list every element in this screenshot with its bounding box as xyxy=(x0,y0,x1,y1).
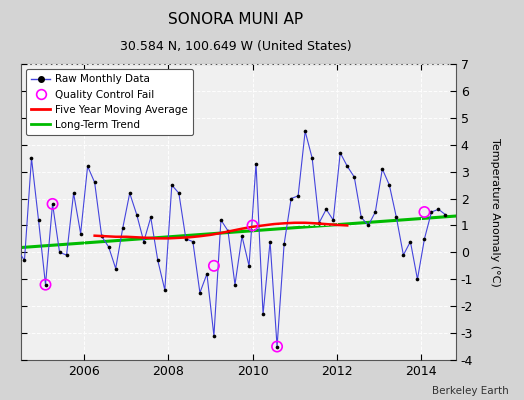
Point xyxy=(161,287,169,293)
Point xyxy=(308,155,316,161)
Point xyxy=(27,155,36,161)
Point xyxy=(280,241,288,248)
Point xyxy=(77,230,85,237)
Point xyxy=(266,238,274,245)
Point xyxy=(399,252,408,258)
Point xyxy=(48,201,57,207)
Point xyxy=(322,206,331,212)
Point xyxy=(168,182,176,188)
Text: Berkeley Earth: Berkeley Earth xyxy=(432,386,508,396)
Point xyxy=(56,249,64,256)
Point xyxy=(104,244,113,250)
Point xyxy=(301,128,309,134)
Point xyxy=(182,236,190,242)
Point xyxy=(210,263,218,269)
Point xyxy=(287,195,296,202)
Point xyxy=(259,311,267,318)
Point xyxy=(203,271,211,277)
Point xyxy=(343,163,352,170)
Point xyxy=(364,222,373,229)
Point xyxy=(210,332,218,339)
Point xyxy=(406,238,414,245)
Y-axis label: Temperature Anomaly (°C): Temperature Anomaly (°C) xyxy=(490,138,500,286)
Point xyxy=(231,282,239,288)
Point xyxy=(357,214,365,220)
Point xyxy=(133,212,141,218)
Point xyxy=(294,193,302,199)
Point xyxy=(48,201,57,207)
Point xyxy=(273,343,281,350)
Point xyxy=(0,284,7,290)
Point xyxy=(41,282,50,288)
Point xyxy=(315,220,323,226)
Point xyxy=(224,228,232,234)
Point xyxy=(350,174,358,180)
Point xyxy=(20,257,29,264)
Point xyxy=(139,238,148,245)
Point xyxy=(329,217,337,223)
Point xyxy=(41,282,50,288)
Point xyxy=(91,179,99,186)
Point xyxy=(189,238,197,245)
Point xyxy=(378,166,387,172)
Point xyxy=(112,265,120,272)
Point xyxy=(118,225,127,231)
Point xyxy=(35,217,43,223)
Text: SONORA MUNI AP: SONORA MUNI AP xyxy=(168,12,303,27)
Point xyxy=(217,217,225,223)
Point xyxy=(441,212,450,218)
Point xyxy=(238,233,246,240)
Point xyxy=(413,276,422,282)
Point xyxy=(427,209,435,215)
Point xyxy=(0,284,7,290)
Point xyxy=(420,209,429,215)
Point xyxy=(126,190,134,196)
Point xyxy=(97,233,106,240)
Point xyxy=(6,204,15,210)
Point xyxy=(195,290,204,296)
Point xyxy=(273,343,281,350)
Legend: Raw Monthly Data, Quality Control Fail, Five Year Moving Average, Long-Term Tren: Raw Monthly Data, Quality Control Fail, … xyxy=(26,69,193,135)
Point xyxy=(147,214,155,220)
Point xyxy=(336,150,344,156)
Point xyxy=(248,222,257,229)
Point xyxy=(420,236,429,242)
Point xyxy=(154,257,162,264)
Point xyxy=(62,252,71,258)
Point xyxy=(252,160,260,167)
Point xyxy=(392,214,400,220)
Point xyxy=(434,206,443,212)
Point xyxy=(69,190,78,196)
Point xyxy=(13,246,21,253)
Point xyxy=(83,163,92,170)
Point xyxy=(245,263,253,269)
Point xyxy=(174,190,183,196)
Text: 30.584 N, 100.649 W (United States): 30.584 N, 100.649 W (United States) xyxy=(120,40,352,53)
Point xyxy=(371,209,379,215)
Point xyxy=(385,182,394,188)
